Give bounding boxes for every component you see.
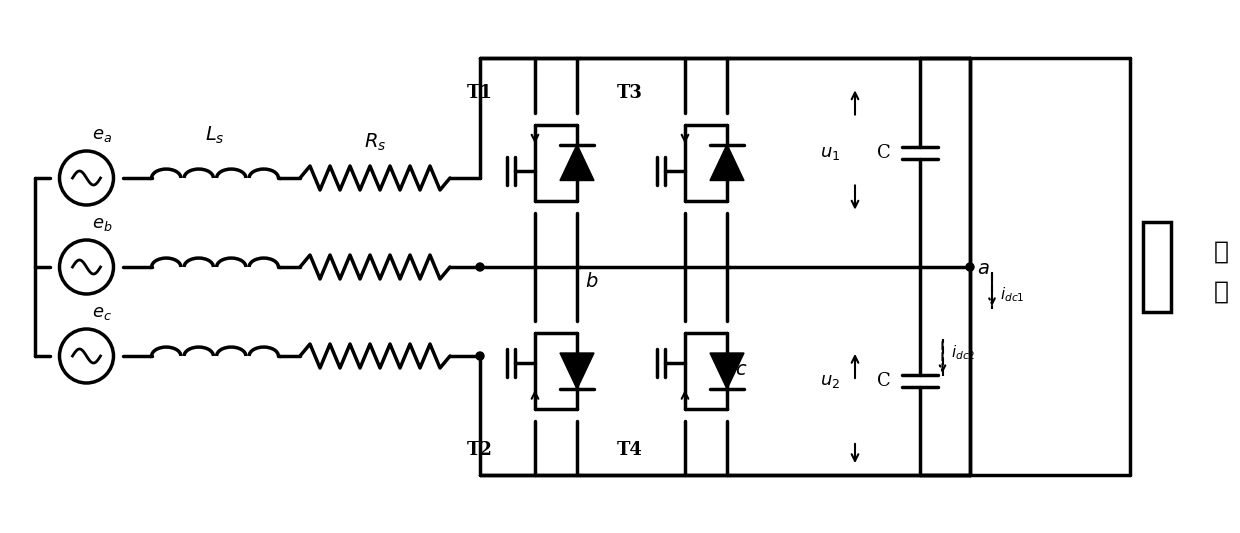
Text: $i_{dc1}$: $i_{dc1}$ (999, 286, 1024, 304)
Polygon shape (560, 353, 594, 389)
Text: $R_s$: $R_s$ (363, 132, 386, 153)
Text: T4: T4 (618, 441, 642, 459)
Polygon shape (560, 144, 594, 181)
Text: $e_b$: $e_b$ (92, 215, 112, 233)
Text: $u_1$: $u_1$ (820, 143, 841, 161)
Circle shape (476, 352, 484, 360)
Text: C: C (877, 372, 890, 390)
Text: $e_c$: $e_c$ (92, 304, 112, 322)
Text: 负: 负 (1214, 239, 1229, 263)
Text: $e_a$: $e_a$ (92, 126, 112, 144)
Text: T1: T1 (467, 85, 494, 102)
Circle shape (476, 263, 484, 271)
Text: T3: T3 (618, 85, 642, 102)
Text: $i_{dc2}$: $i_{dc2}$ (951, 344, 975, 362)
Text: $u_2$: $u_2$ (820, 372, 839, 390)
Text: $a$: $a$ (977, 260, 990, 278)
Circle shape (966, 263, 973, 271)
Polygon shape (711, 144, 744, 181)
Text: $L_s$: $L_s$ (205, 125, 224, 146)
Text: $c$: $c$ (735, 361, 748, 379)
Text: T2: T2 (467, 441, 494, 459)
Text: $b$: $b$ (585, 272, 599, 291)
Text: 载: 载 (1214, 279, 1229, 303)
Polygon shape (711, 353, 744, 389)
Text: C: C (877, 143, 890, 161)
